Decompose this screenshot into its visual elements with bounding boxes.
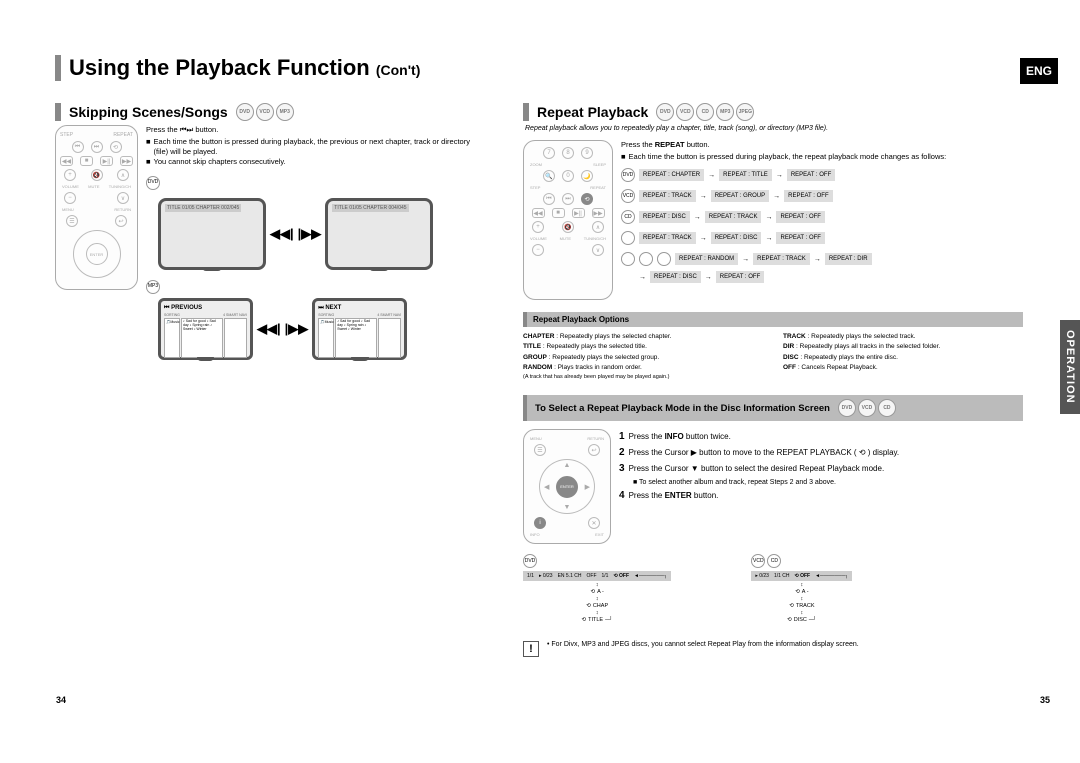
disc-icon: CD [878, 399, 896, 417]
prev-symbol: ◀◀| [270, 225, 294, 243]
disc-icon: VCD [256, 103, 274, 121]
repeat-subtitle: Repeat playback allows you to repeatedly… [525, 125, 1023, 132]
page-number-left: 34 [56, 695, 66, 705]
disc-icon: MP3 [276, 103, 294, 121]
skip-instructions: Press the ⏮⏭ button. ■Each time the butt… [146, 125, 485, 360]
disc-icon: DVD [838, 399, 856, 417]
options-grid: CHAPTER : Repeatedly plays the selected … [523, 333, 1023, 381]
disc-icon: CD [696, 103, 714, 121]
page-number-right: 35 [1040, 695, 1050, 705]
tv-screen: TITLE 01/05 CHAPTER 004/045 [325, 198, 433, 270]
steps-list: 1Press the INFO button twice. 2Press the… [619, 429, 899, 544]
skipping-title: Skipping Scenes/Songs DVD VCD MP3 [55, 103, 485, 121]
disc-icon: VCD [676, 103, 694, 121]
file-browser: ⏮ PREVIOUS SORTING4 SMART NAVI 🎵Music♪ S… [158, 298, 253, 360]
disc-icon: DVD [236, 103, 254, 121]
main-title: Using the Playback Function (Con't) [55, 55, 1045, 81]
options-header: Repeat Playback Options [523, 312, 1023, 327]
remote-control: MENURETURN ☰↩ ▲ ▼ ◀ ▶ ENTER i✕ INFOEXIT [523, 429, 611, 544]
file-browser: ⏭ NEXT SORTING4 SMART NAVI 🎵Music♪ Sad f… [312, 298, 407, 360]
tv-screen: TITLE 01/05 CHAPTER 002/045 [158, 198, 266, 270]
warning-icon: ! [523, 641, 539, 657]
repeat-title: Repeat Playback DVD VCD CD MP3 JPEG [523, 103, 1023, 121]
disc-icon: DVD [656, 103, 674, 121]
next-symbol: |▶▶ [298, 225, 322, 243]
info-bars: DVD 1/1▸ 0/23 EN 5.1 CHOFF 1/1⟲ OFF ◄───… [523, 552, 1023, 623]
disc-icon: MP3 [716, 103, 734, 121]
mp3-icon: MP3 [146, 280, 160, 294]
dvd-icon: DVD [146, 176, 160, 190]
remote-control: STEPREPEAT ⏮⏭⟲ ◀◀■▶||▶▶ +🔇∧ VOLUMEMUTETU… [55, 125, 138, 290]
disc-icon: VCD [858, 399, 876, 417]
remote-control: 789 ZOOMSLEEP 🔍0🌙 STEPREPEAT ⏮⏭⟲ ◀◀■▶||▶… [523, 140, 613, 300]
left-column: Skipping Scenes/Songs DVD VCD MP3 STEPRE… [55, 103, 485, 657]
subsection-title: To Select a Repeat Playback Mode in the … [523, 395, 1023, 421]
footnote: ! • For Divx, MP3 and JPEG discs, you ca… [523, 641, 1023, 657]
mode-table: DVDREPEAT : CHAPTER→REPEAT : TITLE→REPEA… [621, 166, 946, 283]
right-column: Repeat Playback DVD VCD CD MP3 JPEG Repe… [523, 103, 1023, 657]
disc-icon: JPEG [736, 103, 754, 121]
